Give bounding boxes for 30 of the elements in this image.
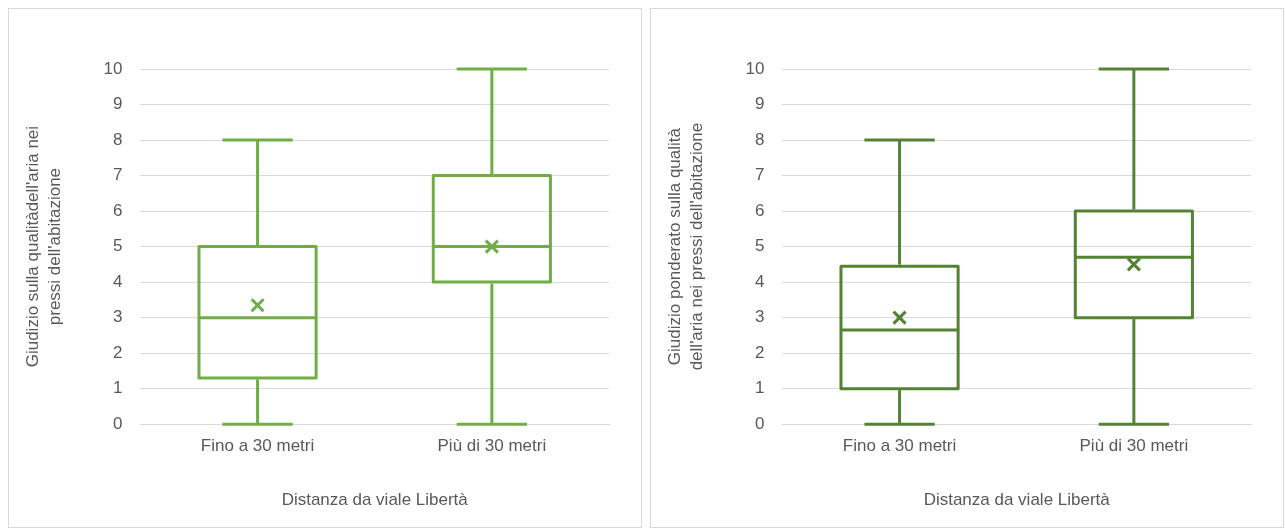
y-tick-label: 6 (112, 200, 123, 220)
y-tick-label: 2 (112, 342, 123, 362)
y-tick-label: 8 (112, 129, 123, 149)
y-axis-title: Giudizio sulla qualitàdell'aria nei pressi dell'abitazione (23, 125, 64, 368)
x-tick-label: Più di 30 metri (437, 436, 547, 456)
y-tick-label: 4 (754, 271, 765, 291)
y-tick-label: 10 (745, 58, 765, 78)
y-tick-label: 3 (112, 307, 123, 327)
y-tick-label: 10 (103, 58, 123, 78)
x-axis-title: Distanza da viale Libertà (923, 490, 1111, 510)
y-tick-label: 7 (112, 165, 123, 185)
x-tick-label: Fino a 30 metri (200, 436, 315, 456)
y-tick-label: 1 (112, 378, 123, 398)
y-tick-label: 3 (754, 307, 765, 327)
y-tick-label: 7 (754, 165, 765, 185)
y-tick-label: 9 (112, 94, 123, 114)
y-axis-title: Giudizio ponderato sulla qualità dell'aria nei pressi dell'abitazione (665, 122, 706, 371)
y-tick-label: 5 (112, 236, 123, 256)
y-tick-label: 5 (754, 236, 765, 256)
y-tick-label: 4 (112, 271, 123, 291)
y-tick-label: 1 (754, 378, 765, 398)
y-tick-label: 0 (112, 413, 123, 433)
x-tick-label: Fino a 30 metri (842, 436, 957, 456)
y-tick-label: 9 (754, 94, 765, 114)
x-tick-label: Più di 30 metri (1079, 436, 1189, 456)
y-tick-label: 2 (754, 342, 765, 362)
y-tick-label: 0 (754, 413, 765, 433)
x-axis-title: Distanza da viale Libertà (281, 490, 469, 510)
y-tick-label: 6 (754, 200, 765, 220)
y-tick-label: 8 (754, 129, 765, 149)
